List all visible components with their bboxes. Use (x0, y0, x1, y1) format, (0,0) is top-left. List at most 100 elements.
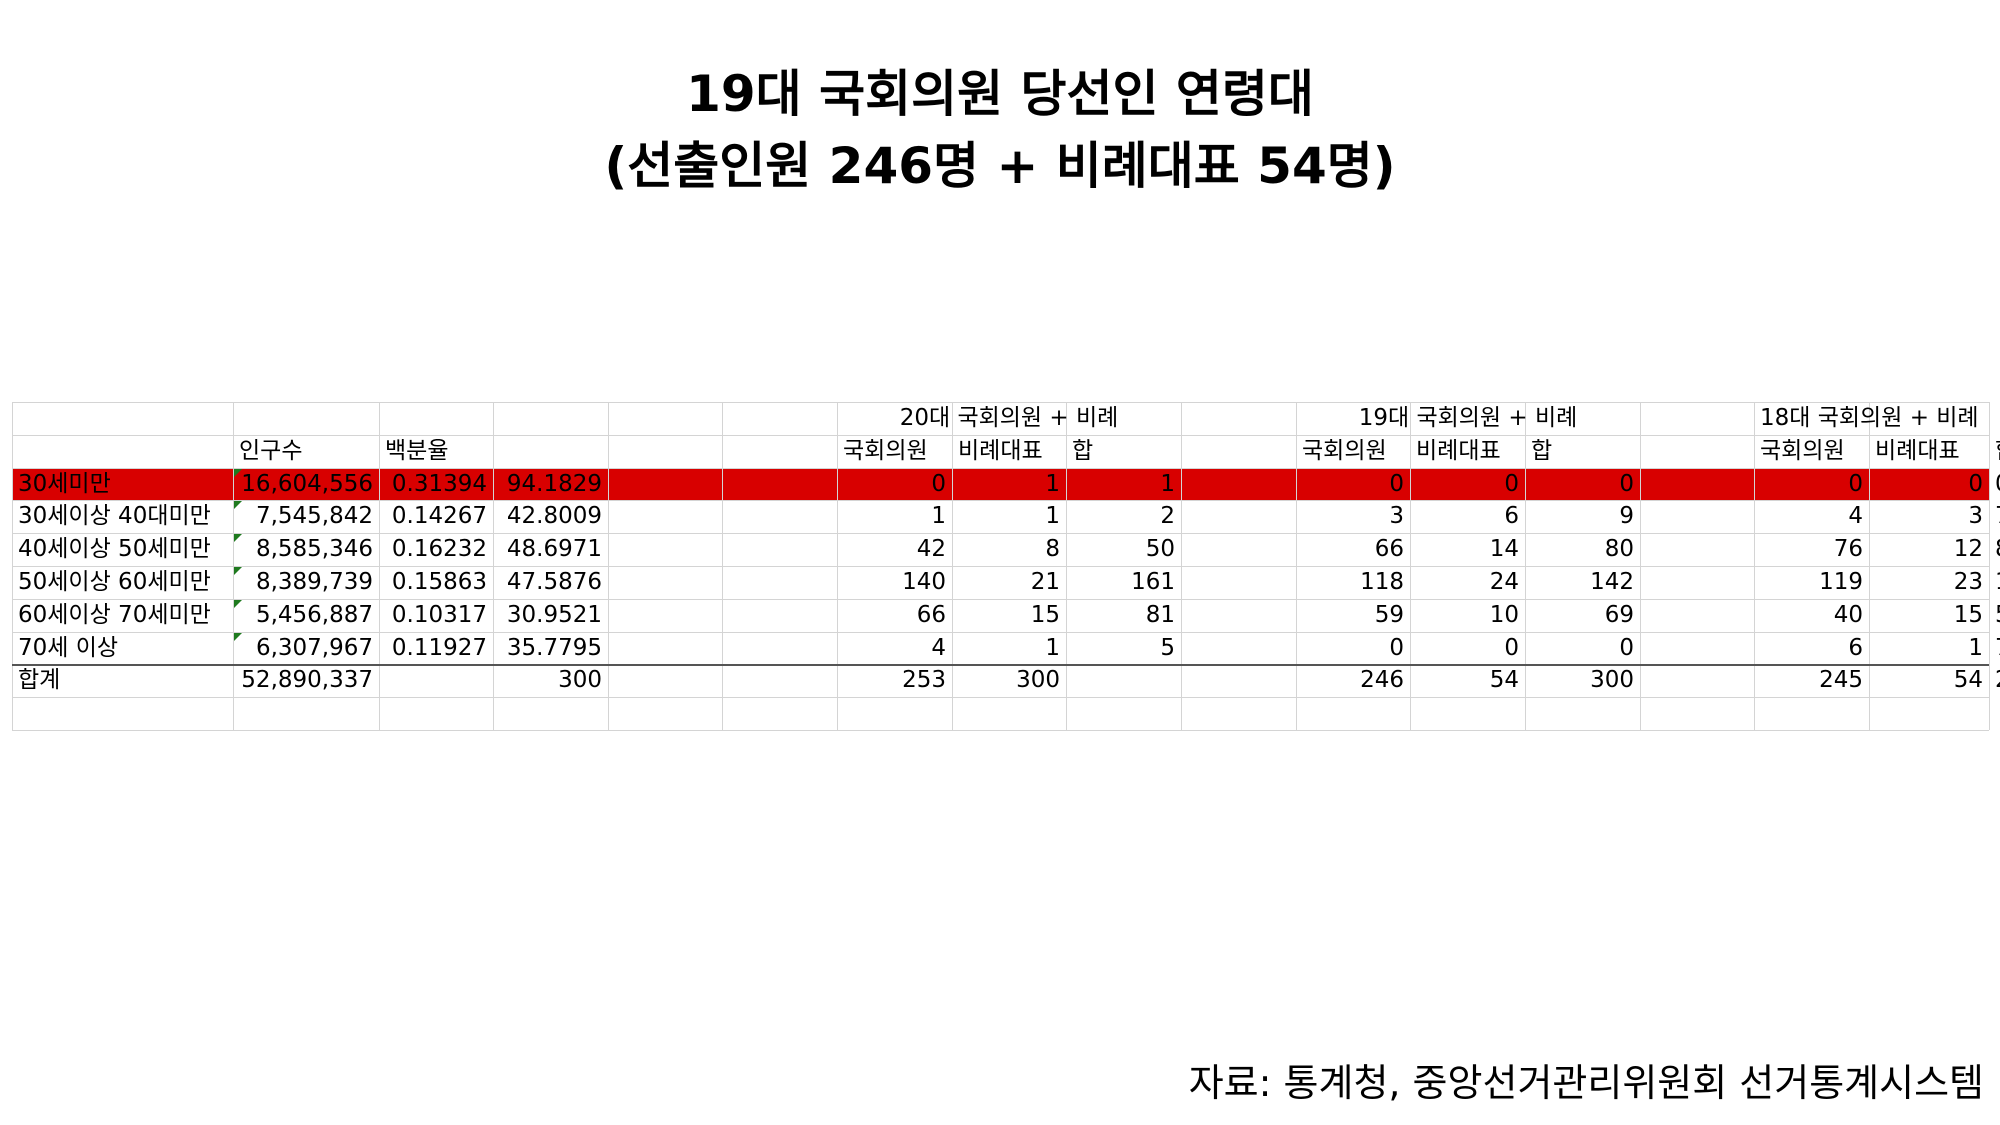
column-header[interactable]: 비례대표 (1875, 437, 1960, 464)
c20-value-cell[interactable]: 0 (931, 470, 946, 497)
population-cell[interactable]: 6,307,967 (255, 634, 373, 661)
c20-value-cell[interactable]: 161 (1131, 569, 1175, 595)
c19-value-cell[interactable]: 9 (1619, 503, 1634, 530)
c18-value-cell[interactable]: 12 (1953, 536, 1983, 563)
c18-value-cell[interactable]: 7 (1989, 632, 2000, 664)
c20-value-cell[interactable] (1066, 664, 1181, 696)
c18-value-cell[interactable]: 23 (1953, 569, 1983, 595)
column-header[interactable]: 합 (1989, 435, 2000, 467)
c20-value-cell[interactable]: 5 (1160, 634, 1175, 661)
row-label[interactable]: 40세이상 50세미만 (18, 536, 211, 563)
c18-value-cell[interactable]: 245 (1819, 667, 1863, 694)
column-header[interactable]: 비례대표 (1416, 437, 1501, 464)
c18-value-cell[interactable]: 142 (1989, 566, 2000, 598)
c19-value-cell[interactable]: 80 (1604, 536, 1634, 563)
column-header[interactable]: 국회의원 (1760, 437, 1845, 464)
c20-value-cell[interactable]: 8 (1045, 536, 1060, 563)
population-cell[interactable]: 52,890,337 (241, 667, 373, 694)
c18-value-cell[interactable]: 54 (1953, 667, 1983, 694)
c19-value-cell[interactable]: 0 (1389, 470, 1404, 497)
c19-value-cell[interactable]: 0 (1619, 470, 1634, 497)
c20-value-cell[interactable]: 253 (902, 667, 946, 694)
percent-cell[interactable] (379, 664, 493, 696)
population-cell[interactable]: 7,545,842 (255, 503, 373, 530)
c19-value-cell[interactable]: 69 (1604, 601, 1634, 628)
c19-value-cell[interactable]: 0 (1504, 634, 1519, 661)
c18-value-cell[interactable]: 55 (1989, 599, 2000, 631)
group-header[interactable]: 20대 국회의원 + 비례 (899, 405, 1119, 431)
scaled-cell[interactable]: 94.1829 (506, 470, 602, 497)
column-header[interactable]: 합 (1531, 437, 1553, 464)
c19-value-cell[interactable]: 14 (1489, 536, 1519, 563)
scaled-cell[interactable]: 300 (558, 667, 602, 694)
column-header[interactable]: 국회의원 (1302, 437, 1387, 464)
percent-cell[interactable]: 0.31394 (391, 470, 487, 497)
c19-value-cell[interactable]: 59 (1374, 601, 1404, 628)
c18-value-cell[interactable]: 299 (1989, 664, 2000, 696)
percent-cell[interactable]: 0.11927 (391, 634, 487, 661)
c20-value-cell[interactable]: 81 (1145, 601, 1175, 628)
c19-value-cell[interactable]: 54 (1489, 667, 1519, 694)
c18-value-cell[interactable]: 6 (1848, 634, 1863, 661)
c19-value-cell[interactable]: 66 (1374, 536, 1404, 563)
population-cell[interactable]: 8,585,346 (255, 536, 373, 563)
c20-value-cell[interactable]: 2 (1160, 503, 1175, 530)
c19-value-cell[interactable]: 300 (1590, 667, 1634, 694)
row-label[interactable]: 합계 (18, 667, 61, 694)
population-cell[interactable]: 16,604,556 (241, 470, 373, 497)
row-label[interactable]: 30세이상 40대미만 (18, 503, 211, 530)
scaled-cell[interactable]: 47.5876 (506, 569, 602, 595)
c18-value-cell[interactable]: 3 (1968, 503, 1983, 530)
c19-value-cell[interactable]: 0 (1504, 470, 1519, 497)
c19-value-cell[interactable]: 142 (1590, 569, 1634, 595)
column-header[interactable]: 합 (1072, 437, 1094, 464)
scaled-cell[interactable]: 42.8009 (506, 503, 602, 530)
row-label[interactable]: 70세 이상 (18, 634, 119, 661)
population-cell[interactable]: 8,389,739 (255, 569, 373, 595)
c19-value-cell[interactable]: 0 (1619, 634, 1634, 661)
c20-value-cell[interactable]: 1 (1045, 503, 1060, 530)
c20-value-cell[interactable]: 300 (1016, 667, 1060, 694)
c20-value-cell[interactable]: 42 (916, 536, 946, 563)
c20-value-cell[interactable]: 21 (1030, 569, 1060, 595)
percent-cell[interactable]: 0.15863 (391, 569, 487, 595)
column-header[interactable]: 국회의원 (843, 437, 928, 464)
c18-value-cell[interactable]: 15 (1953, 601, 1983, 628)
c19-value-cell[interactable]: 10 (1489, 601, 1519, 628)
c19-value-cell[interactable]: 24 (1489, 569, 1519, 595)
row-label[interactable]: 60세이상 70세미만 (18, 601, 211, 628)
c18-value-cell[interactable]: 88 (1989, 533, 2000, 565)
c19-value-cell[interactable]: 3 (1389, 503, 1404, 530)
c20-value-cell[interactable]: 15 (1030, 601, 1060, 628)
column-header[interactable]: 비례대표 (958, 437, 1043, 464)
c18-value-cell[interactable]: 7 (1989, 500, 2000, 532)
c20-value-cell[interactable]: 4 (931, 634, 946, 661)
c20-value-cell[interactable]: 1 (1045, 470, 1060, 497)
c19-value-cell[interactable]: 0 (1389, 634, 1404, 661)
scaled-cell[interactable]: 35.7795 (506, 634, 602, 661)
scaled-cell[interactable]: 48.6971 (506, 536, 602, 563)
c18-value-cell[interactable]: 119 (1819, 569, 1863, 595)
group-header[interactable]: 18대 국회의원 + 비례 (1760, 405, 1979, 431)
c18-value-cell[interactable]: 40 (1833, 601, 1863, 628)
row-label[interactable]: 30세미만 (18, 470, 111, 497)
c19-value-cell[interactable]: 246 (1360, 667, 1404, 694)
percent-cell[interactable]: 0.16232 (391, 536, 487, 563)
column-header[interactable]: 백분율 (385, 437, 449, 464)
c19-value-cell[interactable]: 118 (1360, 569, 1404, 595)
c20-value-cell[interactable]: 140 (902, 569, 946, 595)
c18-value-cell[interactable]: 4 (1848, 503, 1863, 530)
c20-value-cell[interactable]: 1 (1160, 470, 1175, 497)
population-cell[interactable]: 5,456,887 (255, 601, 373, 628)
c18-value-cell[interactable]: 76 (1833, 536, 1863, 563)
c19-value-cell[interactable]: 6 (1504, 503, 1519, 530)
percent-cell[interactable]: 0.14267 (391, 503, 487, 530)
c18-value-cell[interactable]: 0 (1848, 470, 1863, 497)
c18-value-cell[interactable]: 0 (1989, 468, 2000, 500)
group-header[interactable]: 19대 국회의원 + 비례 (1358, 405, 1578, 431)
c20-value-cell[interactable]: 66 (916, 601, 946, 628)
percent-cell[interactable]: 0.10317 (391, 601, 487, 628)
c20-value-cell[interactable]: 50 (1145, 536, 1175, 563)
c20-value-cell[interactable]: 1 (1045, 634, 1060, 661)
scaled-cell[interactable]: 30.9521 (506, 601, 602, 628)
